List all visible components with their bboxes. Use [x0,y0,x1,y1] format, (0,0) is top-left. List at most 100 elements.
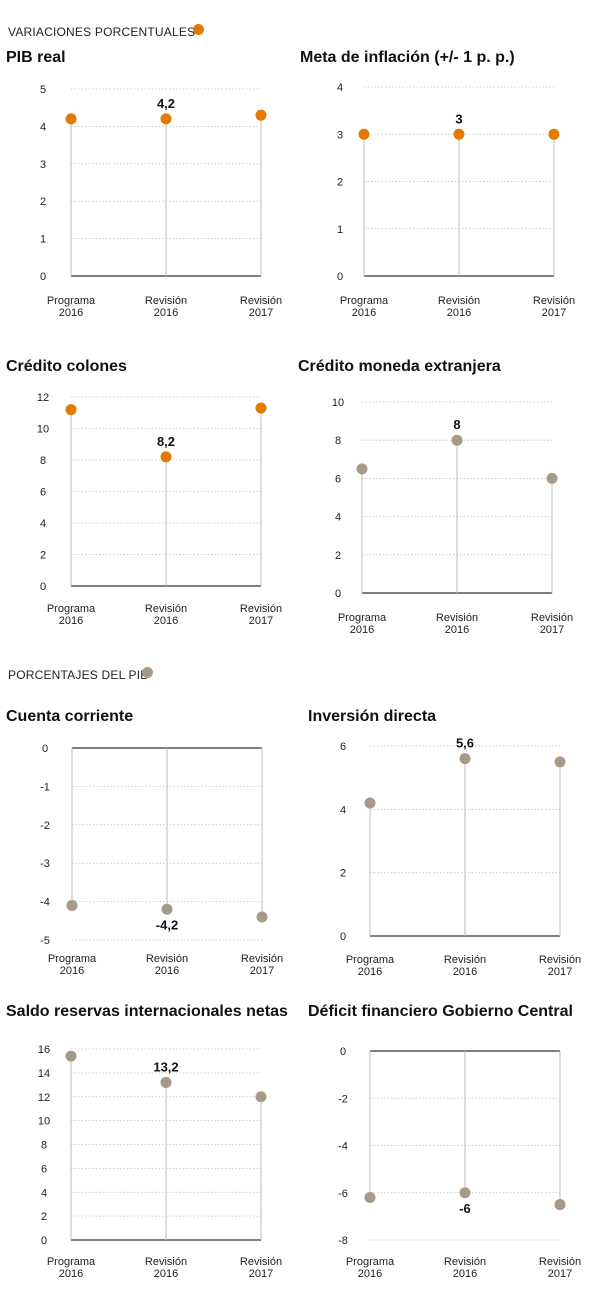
x-tick-label: Revisión [240,603,282,615]
y-tick-label: 4 [41,1187,47,1199]
data-label: 8 [453,417,460,432]
data-point [161,903,173,915]
x-tick-label: Revisión [444,954,486,966]
x-tick-label: 2016 [358,1268,382,1280]
x-tick-label: Revisión [145,1256,187,1268]
x-tick-label: Revisión [241,953,283,965]
y-tick-label: -6 [338,1188,348,1200]
y-tick-label: 0 [42,743,48,755]
x-tick-label: 2016 [350,624,374,636]
x-tick-label: 2017 [249,307,273,319]
x-tick-label: Programa [338,612,387,624]
x-tick-label: Revisión [539,954,581,966]
x-tick-label: 2017 [250,965,274,977]
data-point [66,899,78,911]
y-tick-label: 0 [337,271,343,283]
y-tick-label: 10 [38,1116,50,1128]
legend-dot-orange [193,24,204,35]
y-tick-label: 14 [38,1068,50,1080]
y-tick-label: 12 [38,1092,50,1104]
data-point [358,128,370,140]
y-tick-label: 0 [340,1046,346,1058]
data-point [548,128,560,140]
x-tick-label: 2016 [154,307,178,319]
y-tick-label: 0 [40,271,46,283]
x-tick-label: Revisión [240,1256,282,1268]
data-point [255,109,267,121]
x-tick-label: 2017 [249,1268,273,1280]
x-tick-label: 2017 [542,307,566,319]
y-tick-label: -5 [40,935,50,947]
data-label: -6 [459,1201,471,1216]
x-tick-label: Revisión [240,295,282,307]
data-point [65,113,77,125]
chart-title-inversion-directa: Inversión directa [308,708,437,725]
x-tick-label: 2016 [453,966,477,978]
y-tick-label: 0 [41,1235,47,1247]
data-label: 3 [455,111,462,126]
y-tick-label: 1 [40,234,46,246]
data-point [256,911,268,923]
y-tick-label: 10 [37,424,49,436]
y-tick-label: -2 [40,820,50,832]
x-tick-label: Programa [346,1256,395,1268]
chart-title-credito-me: Crédito moneda extranjera [298,358,501,375]
y-tick-label: 2 [40,550,46,562]
y-tick-label: 2 [335,550,341,562]
y-tick-label: 3 [40,159,46,171]
x-tick-label: Revisión [146,953,188,965]
data-point [356,463,368,475]
y-tick-label: 12 [37,392,49,404]
x-tick-label: Programa [47,295,96,307]
x-tick-label: 2016 [447,307,471,319]
y-tick-label: -1 [40,781,50,793]
data-point [160,1076,172,1088]
x-tick-label: Programa [340,295,389,307]
y-tick-label: 8 [40,455,46,467]
x-tick-label: 2017 [249,615,273,627]
x-tick-label: 2017 [548,966,572,978]
data-point [451,434,463,446]
x-tick-label: Revisión [539,1256,581,1268]
section-label-pib: PORCENTAJES DEL PIB [8,668,149,682]
y-tick-label: 6 [40,487,46,499]
x-tick-label: Programa [346,954,395,966]
x-tick-label: 2016 [358,966,382,978]
data-label: 8,2 [157,434,175,449]
y-tick-label: 8 [41,1140,47,1152]
data-point [554,1199,566,1211]
y-tick-label: 6 [340,741,346,753]
y-tick-label: 4 [340,804,346,816]
y-tick-label: 1 [337,224,343,236]
data-point [459,1187,471,1199]
x-tick-label: Revisión [438,295,480,307]
x-tick-label: 2016 [59,615,83,627]
y-tick-label: 2 [40,196,46,208]
y-tick-label: 0 [335,588,341,600]
data-point [160,451,172,463]
y-tick-label: 8 [335,435,341,447]
x-tick-label: 2017 [540,624,564,636]
x-tick-label: Revisión [145,295,187,307]
x-tick-label: 2016 [60,965,84,977]
data-point [453,128,465,140]
y-tick-label: -3 [40,858,50,870]
data-point [255,402,267,414]
data-point [65,1050,77,1062]
x-tick-label: 2016 [352,307,376,319]
data-point [160,113,172,125]
chart-title-credito-colones: Crédito colones [6,358,127,375]
chart-title-saldo-reservas: Saldo reservas internacionales netas [6,1003,288,1020]
data-point [65,404,77,416]
x-tick-label: Revisión [533,295,575,307]
y-tick-label: 4 [337,82,343,94]
data-label: 4,2 [157,96,175,111]
x-tick-label: 2016 [154,1268,178,1280]
x-tick-label: Revisión [436,612,478,624]
y-tick-label: 4 [335,512,341,524]
x-tick-label: Programa [47,603,96,615]
x-tick-label: Revisión [531,612,573,624]
x-tick-label: 2016 [59,1268,83,1280]
x-tick-label: Revisión [444,1256,486,1268]
